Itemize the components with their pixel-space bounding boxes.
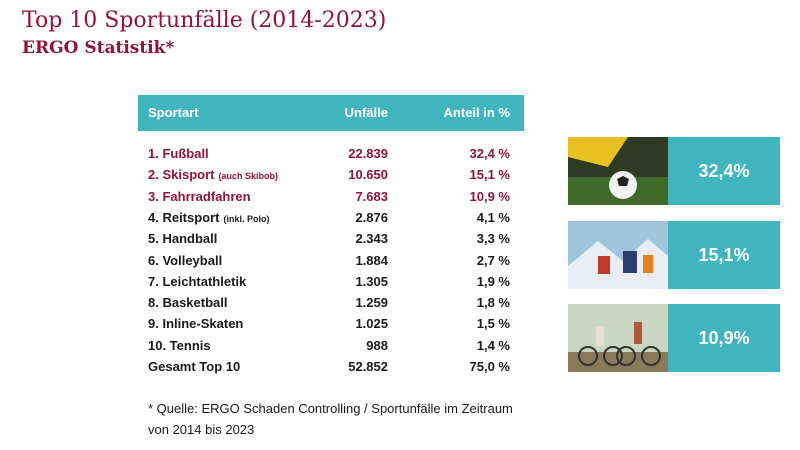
highlight-panel: 10,9% — [568, 304, 780, 372]
photo-skiing — [568, 221, 668, 289]
sport-name: 3. Fahrradfahren — [148, 189, 251, 204]
table-row: 5. Handball 2.343 3,3 % — [148, 231, 510, 251]
sport-name: 10. Tennis — [148, 338, 211, 353]
sport-name: 8. Basketball — [148, 295, 228, 310]
sport-label: 7. Leichtathletik — [148, 273, 247, 289]
sport-name: 5. Handball — [148, 231, 217, 246]
accident-share: 32,4 % — [469, 146, 510, 161]
accident-count: 1.305 — [355, 273, 388, 289]
accident-count: 2.343 — [355, 231, 388, 247]
highlight-value: 10,9% — [668, 304, 780, 372]
highlight-value: 32,4% — [668, 137, 780, 205]
accident-share: 4,1 % — [476, 209, 510, 225]
accident-share: 2,7 % — [476, 252, 510, 268]
accident-count: 52.852 — [348, 359, 388, 374]
sport-label: 6. Volleyball — [148, 252, 223, 268]
subtitle: ERGO Statistik* — [22, 38, 175, 58]
table-row: 2. Skisport (auch Skibob) 10.650 15,1 % — [148, 167, 510, 187]
sport-label: 10. Tennis — [148, 337, 211, 353]
footnote-line: von 2014 bis 2023 — [148, 422, 255, 437]
table-row: 10. Tennis 988 1,4 % — [148, 338, 510, 358]
sport-name: 6. Volleyball — [148, 253, 222, 268]
table-row: 3. Fahrradfahren 7.683 10,9 % — [148, 189, 510, 209]
table-header: Sportart Unfälle Anteil in % — [138, 95, 524, 131]
sport-name: 9. Inline-Skaten — [148, 316, 243, 331]
highlight-panel: 32,4% — [568, 137, 780, 205]
sport-name: Gesamt Top 10 — [148, 359, 240, 374]
table-row: 4. Reitsport (inkl. Polo) 2.876 4,1 % — [148, 210, 510, 230]
accident-share: 15,1 % — [469, 167, 510, 183]
table-row: 9. Inline-Skaten 1.025 1,5 % — [148, 316, 510, 336]
sport-note: (inkl. Polo) — [223, 213, 270, 224]
sport-label: 1. Fußball — [148, 146, 209, 161]
sport-label: 8. Basketball — [148, 295, 228, 311]
accident-share: 1,8 % — [476, 295, 510, 311]
sport-name: 4. Reitsport (inkl. Polo) — [148, 210, 270, 225]
accident-share: 1,5 % — [476, 316, 510, 332]
accident-share: 3,3 % — [476, 231, 510, 247]
sport-name: 1. Fußball — [148, 146, 209, 161]
sport-note: (auch Skibob) — [218, 171, 278, 182]
sport-label: 5. Handball — [148, 231, 218, 247]
highlight-value: 15,1% — [668, 221, 780, 289]
accident-count: 7.683 — [355, 188, 388, 204]
footnote-line: * Quelle: ERGO Schaden Controlling / Spo… — [148, 401, 513, 416]
highlight-panel: 15,1% — [568, 221, 780, 289]
table-row: 6. Volleyball 1.884 2,7 % — [148, 253, 510, 273]
accident-count: 2.876 — [355, 209, 388, 225]
sport-label: Gesamt Top 10 — [148, 359, 241, 374]
accident-share: 1,4 % — [476, 337, 510, 353]
photo-cycling — [568, 304, 668, 372]
title: Top 10 Sportunfälle (2014-2023) — [22, 8, 387, 33]
accident-share: 1,9 % — [476, 273, 510, 289]
sport-label: 9. Inline-Skaten — [148, 316, 244, 332]
accident-count: 1.259 — [355, 295, 388, 311]
sport-label: 4. Reitsport — [148, 209, 220, 225]
sport-name: 2. Skisport (auch Skibob) — [148, 167, 278, 182]
accident-count: 1.025 — [355, 316, 388, 332]
footnote: * Quelle: ERGO Schaden Controlling / Spo… — [148, 398, 568, 440]
sport-label: 3. Fahrradfahren — [148, 188, 251, 204]
column-header: Sportart — [148, 105, 199, 120]
accident-share: 10,9 % — [469, 188, 510, 204]
accident-count: 10.650 — [348, 167, 388, 183]
photo-football — [568, 137, 668, 205]
sport-label: 2. Skisport — [148, 167, 215, 183]
table-row: 1. Fußball 22.839 32,4 % — [148, 146, 510, 166]
accident-share: 75,0 % — [469, 359, 510, 374]
sport-name: 7. Leichtathletik — [148, 274, 246, 289]
table-row: 7. Leichtathletik 1.305 1,9 % — [148, 274, 510, 294]
accident-count: 22.839 — [348, 146, 388, 161]
column-header: Unfälle — [344, 105, 388, 120]
column-header: Anteil in % — [443, 105, 510, 120]
accident-count: 1.884 — [355, 252, 388, 268]
accident-count: 988 — [366, 337, 388, 353]
table-row: Gesamt Top 10 52.852 75,0 % — [148, 359, 510, 379]
table-row: 8. Basketball 1.259 1,8 % — [148, 295, 510, 315]
